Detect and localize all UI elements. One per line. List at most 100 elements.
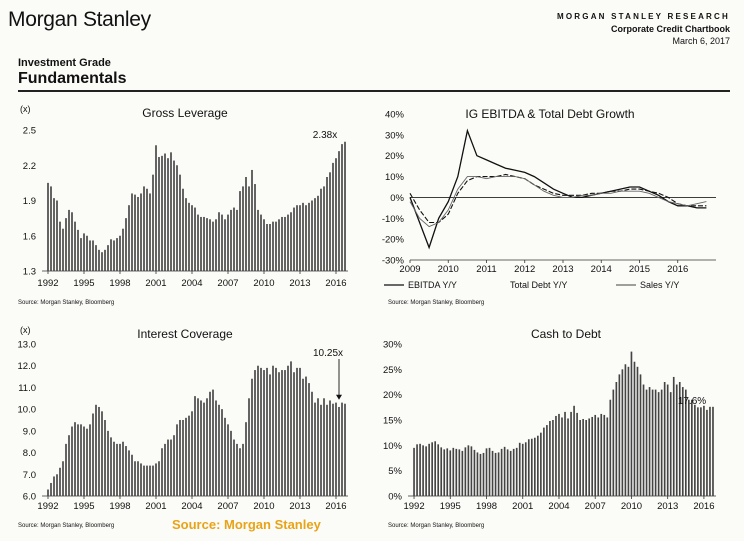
bar [119, 235, 121, 271]
bar [576, 412, 578, 496]
bar [458, 449, 461, 496]
bar [657, 392, 660, 496]
interest-coverage-chart: Interest Coverage (x) 6.0 7.0 8.0 9.0 10.0 11.0… [18, 325, 348, 529]
bar [65, 218, 67, 271]
bar [666, 384, 669, 496]
bar [669, 392, 672, 496]
x-tick-label: 2004 [181, 501, 202, 512]
x-tick-label: 2001 [145, 501, 166, 512]
y-tick-label: 25% [383, 365, 403, 376]
bar [95, 245, 97, 271]
bar [706, 409, 708, 496]
bar [648, 387, 651, 496]
bar [515, 447, 518, 496]
bar [564, 411, 566, 496]
publication-title: Corporate Credit Chartbook [610, 24, 730, 34]
bar [101, 252, 103, 271]
chart-source: Source: Morgan Stanley, Bloomberg [388, 300, 484, 306]
bar [326, 177, 328, 271]
bar [152, 174, 154, 271]
y-tick-label: 1.6 [23, 231, 36, 242]
bar [233, 439, 235, 496]
bar [494, 452, 497, 496]
bar [134, 194, 136, 271]
x-tick-label: 2010 [438, 264, 459, 275]
bar [344, 403, 346, 496]
bar [694, 404, 696, 496]
bar [56, 200, 58, 271]
bar [672, 376, 675, 496]
bar [137, 461, 139, 496]
bar [218, 212, 220, 271]
bar [59, 467, 61, 496]
bar [284, 370, 286, 496]
y-tick-label: 20% [385, 151, 405, 162]
bar [615, 382, 618, 496]
bar [179, 420, 181, 496]
bar [302, 378, 304, 496]
bar [518, 442, 521, 496]
bar [86, 235, 88, 271]
y-tick-label: 9.0 [23, 426, 36, 437]
bar [549, 421, 551, 496]
x-tick-label: 2013 [552, 264, 573, 275]
bar [540, 432, 542, 496]
x-tick-label: 2010 [253, 278, 274, 289]
bar [709, 406, 711, 496]
bar [425, 446, 427, 496]
bar [101, 411, 103, 496]
bar [329, 172, 331, 271]
bar [290, 212, 292, 271]
bar [221, 409, 223, 496]
bar [80, 238, 82, 271]
bar [621, 369, 624, 496]
unit-label: (x) [20, 325, 31, 335]
bar [603, 414, 606, 496]
bar [419, 443, 421, 496]
bar [509, 450, 512, 496]
x-tick-label: 2007 [217, 278, 238, 289]
bar [182, 420, 184, 496]
legend-label: EBITDA Y/Y [408, 280, 457, 290]
x-tick-label: 1995 [73, 501, 94, 512]
bar [552, 420, 554, 496]
bar [146, 188, 148, 271]
bar [269, 224, 271, 271]
bar [254, 370, 256, 496]
bar [239, 448, 241, 496]
bar [113, 441, 115, 496]
bar [600, 413, 603, 496]
x-tick-label: 2001 [512, 501, 533, 512]
bar [206, 218, 208, 271]
bar [236, 209, 238, 271]
y-tick-label: 5% [388, 466, 402, 477]
bar [194, 207, 196, 271]
bar [173, 435, 175, 496]
bar [570, 411, 572, 496]
bar [308, 202, 310, 271]
bar [675, 384, 678, 496]
bar [95, 404, 97, 496]
bar [260, 367, 262, 496]
bar [158, 461, 160, 496]
bar [479, 453, 482, 496]
bar [606, 417, 609, 496]
bar [582, 418, 584, 496]
bar [703, 405, 705, 496]
bar [50, 482, 52, 496]
header-divider [18, 90, 730, 92]
bar [140, 463, 142, 496]
bar [221, 214, 223, 271]
bar [482, 452, 485, 496]
bar [209, 219, 211, 271]
bar [323, 398, 325, 496]
bar [437, 444, 440, 496]
x-tick-label: 2016 [325, 278, 346, 289]
bar [182, 188, 184, 271]
bar [697, 407, 699, 496]
bar [293, 207, 295, 271]
bar [80, 424, 82, 496]
y-tick-label: 6.0 [23, 492, 36, 503]
footer-source: Source: Morgan Stanley [172, 517, 321, 532]
bar [254, 184, 256, 271]
